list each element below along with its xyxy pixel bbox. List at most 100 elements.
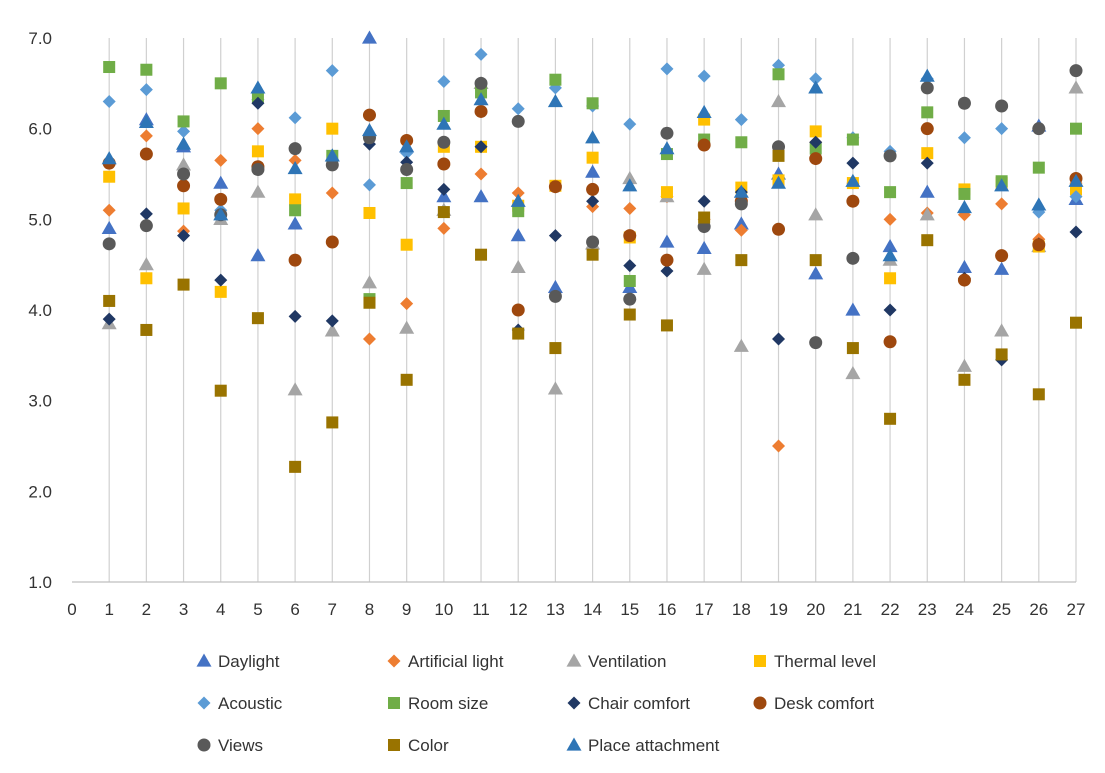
y-tick-label: 6.0: [28, 120, 52, 139]
x-tick-label: 16: [658, 600, 677, 619]
data-point: [362, 178, 376, 192]
x-tick-label: 8: [365, 600, 374, 619]
data-point: [437, 206, 450, 219]
data-point: [214, 273, 228, 287]
data-point: [734, 223, 748, 237]
data-point: [882, 248, 898, 262]
data-point: [883, 212, 897, 226]
legend-marker: [196, 653, 212, 667]
data-point: [772, 439, 786, 453]
data-point: [696, 261, 712, 275]
data-point: [400, 162, 414, 176]
data-point: [883, 149, 897, 163]
y-tick-label: 1.0: [28, 573, 52, 592]
data-point: [846, 342, 859, 355]
x-tick-label: 26: [1029, 600, 1048, 619]
data-point: [771, 93, 787, 108]
data-point: [845, 302, 861, 316]
legend-marker: [387, 654, 401, 668]
x-tick-label: 12: [509, 600, 528, 619]
data-point: [325, 64, 339, 78]
data-point: [995, 197, 1009, 211]
data-point: [510, 193, 526, 207]
x-tick-label: 19: [769, 600, 788, 619]
data-point: [995, 122, 1009, 136]
data-point: [957, 273, 971, 287]
legend-label: Room size: [408, 694, 488, 713]
data-point: [846, 133, 859, 146]
data-point: [139, 83, 153, 97]
legend-marker: [388, 739, 400, 751]
data-point: [623, 259, 637, 273]
legend-item: Chair comfort: [567, 694, 690, 713]
data-point: [696, 104, 712, 118]
data-point: [586, 97, 599, 110]
data-point: [437, 75, 451, 89]
data-point: [548, 229, 562, 243]
data-point: [1032, 122, 1046, 136]
data-point: [622, 178, 638, 192]
data-point: [696, 240, 712, 254]
data-point: [884, 412, 897, 425]
data-point: [846, 251, 860, 265]
legend-item: Room size: [388, 694, 488, 713]
series-color: [103, 149, 1082, 473]
data-point: [287, 161, 303, 175]
data-point: [363, 296, 376, 309]
x-tick-label: 11: [472, 600, 490, 619]
x-tick-label: 0: [67, 600, 76, 619]
x-tick-label: 3: [179, 600, 188, 619]
data-point: [882, 239, 898, 253]
data-point: [772, 332, 786, 346]
data-point: [361, 30, 377, 44]
legend-label: Thermal level: [774, 652, 876, 671]
data-point: [1032, 161, 1045, 174]
x-tick-label: 25: [992, 600, 1011, 619]
data-point: [772, 222, 786, 236]
data-point: [549, 73, 562, 86]
data-point: [548, 289, 562, 303]
data-point: [361, 122, 377, 137]
x-tick-label: 4: [216, 600, 225, 619]
legend-item: Place attachment: [566, 736, 720, 755]
legend-item: Desk comfort: [753, 694, 874, 713]
data-point: [287, 216, 303, 230]
data-point: [809, 125, 822, 138]
data-point: [363, 206, 376, 219]
data-point: [103, 61, 116, 74]
data-point: [512, 327, 525, 340]
data-point: [1031, 197, 1047, 211]
data-point: [920, 81, 934, 95]
data-point: [140, 323, 153, 336]
data-point: [251, 162, 265, 176]
data-point: [399, 139, 415, 153]
legend-marker: [567, 696, 581, 710]
data-point: [474, 76, 488, 90]
data-point: [956, 200, 972, 214]
data-point: [1032, 388, 1045, 401]
data-point: [808, 266, 824, 280]
x-tick-label: 10: [434, 600, 453, 619]
legend-label: Chair comfort: [588, 694, 690, 713]
legend-marker: [197, 696, 211, 710]
data-point: [994, 323, 1010, 337]
data-point: [547, 279, 563, 293]
data-point: [325, 235, 339, 249]
data-point: [659, 141, 675, 155]
data-point: [1069, 64, 1083, 78]
data-point: [956, 259, 972, 274]
legend-marker: [197, 738, 211, 752]
legend-item: Color: [388, 736, 449, 755]
x-tick-label: 14: [583, 600, 602, 619]
data-point: [251, 312, 264, 325]
legend: Daylight Artificial light Ventilation Therm…: [196, 652, 876, 755]
data-point: [139, 147, 153, 161]
data-point: [956, 358, 972, 372]
data-point: [140, 272, 153, 285]
data-point: [102, 94, 116, 108]
legend-label: Ventilation: [588, 652, 666, 671]
data-point: [547, 93, 563, 108]
data-point: [697, 138, 711, 152]
legend-marker: [566, 653, 582, 667]
